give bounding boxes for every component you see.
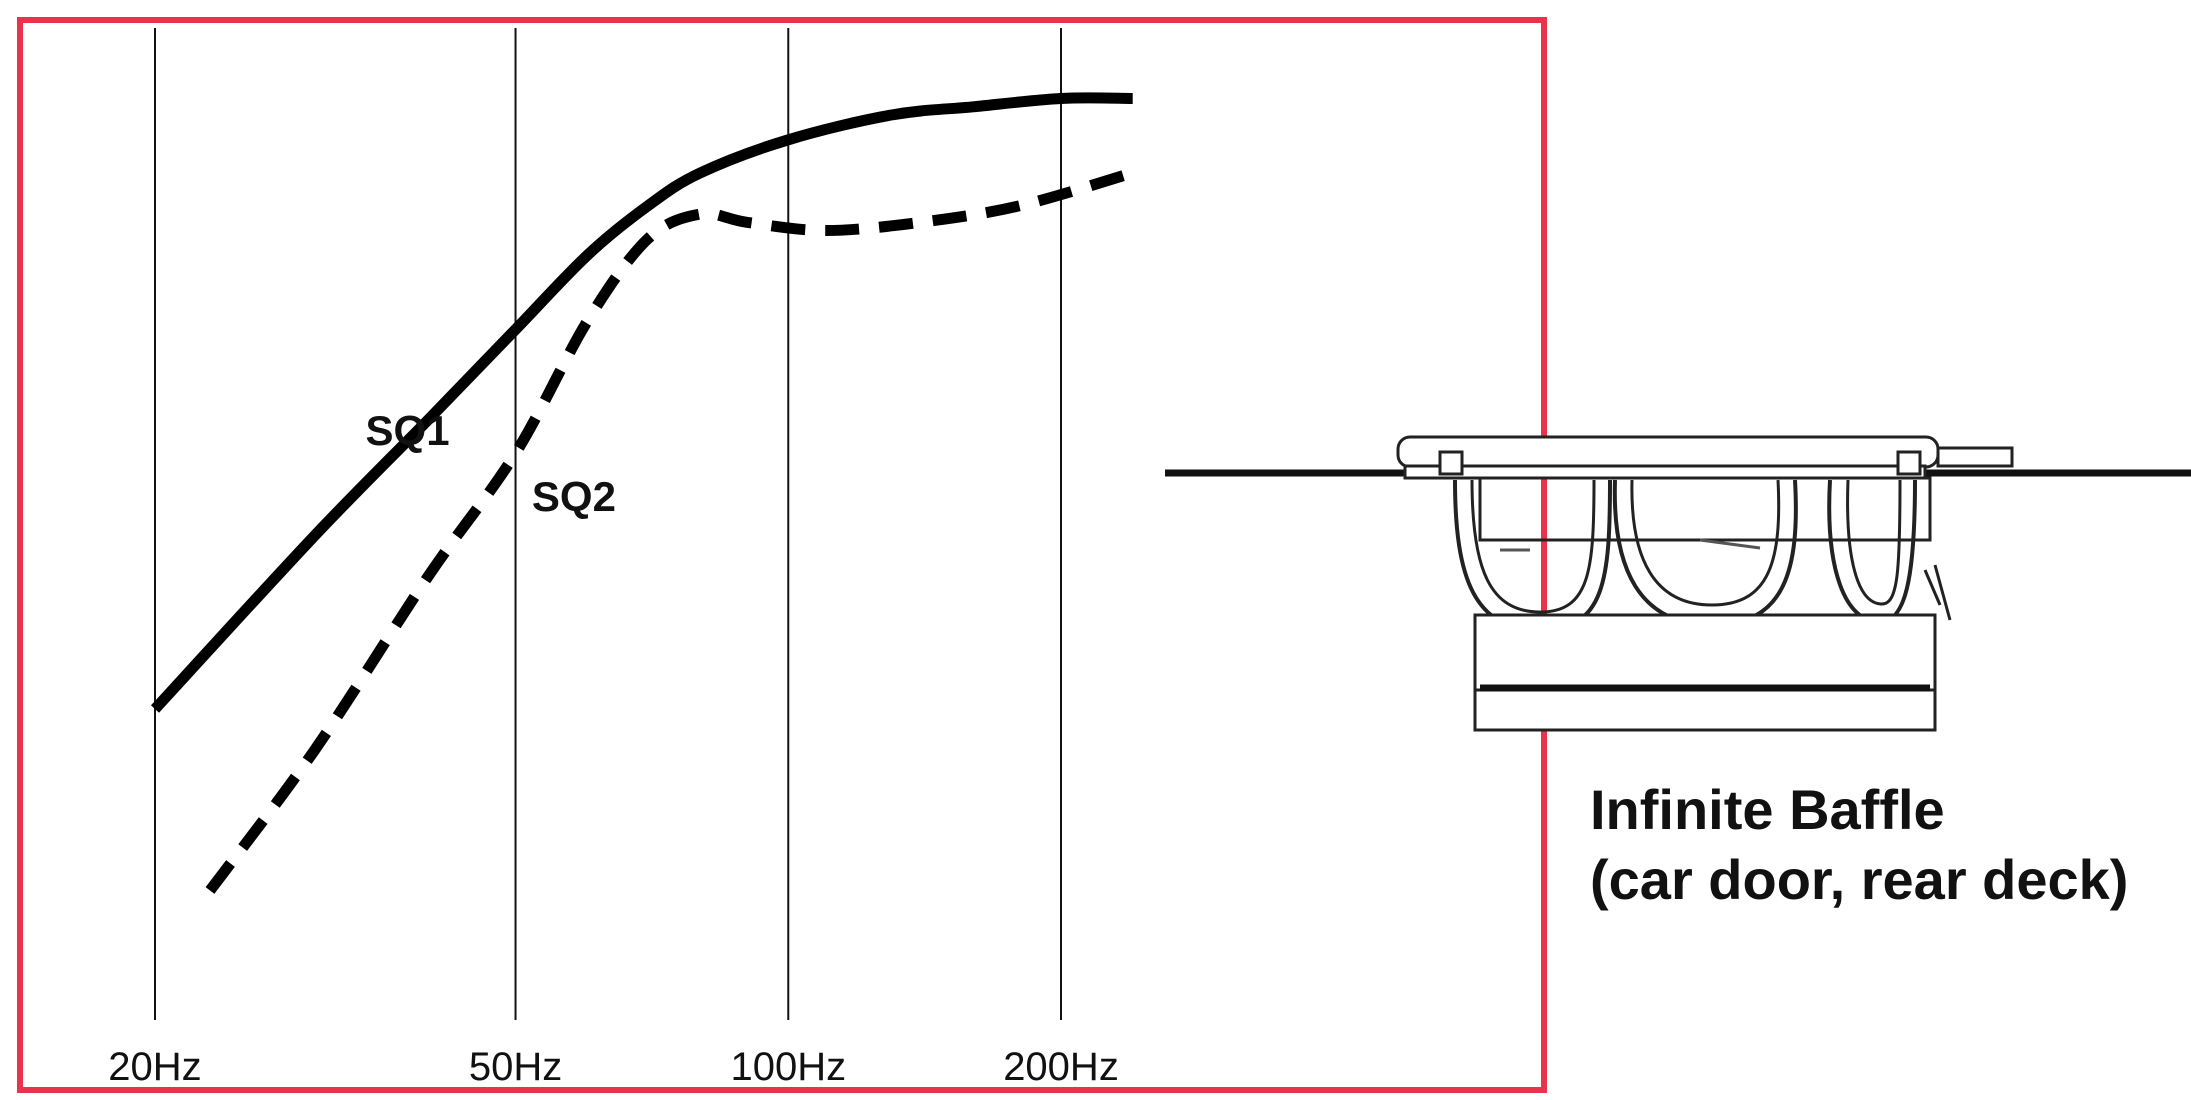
caption-line-2: (car door, rear deck)	[1590, 848, 2129, 911]
speaker-illustration	[1165, 435, 2191, 732]
screw-left	[1438, 450, 1464, 476]
basket-spoke-right-inner	[1846, 479, 1902, 606]
x-tick-label: 100Hz	[730, 1045, 846, 1089]
speaker-flange	[1396, 435, 1940, 469]
magnet-housing	[1473, 613, 1937, 692]
x-tick-label: 50Hz	[469, 1045, 562, 1089]
magnet-base	[1473, 688, 1937, 732]
series-label-sq2: SQ2	[532, 473, 616, 520]
caption: Infinite Baffle (car door, rear deck)	[1590, 775, 2128, 915]
plot-frame	[17, 17, 1547, 1093]
series-label-sq1: SQ1	[366, 407, 450, 454]
speaker-basket-top	[1430, 476, 1932, 542]
screw-right	[1896, 450, 1922, 476]
speaker-flange-tab	[1936, 446, 2014, 468]
series-line-sq2	[205, 167, 1135, 894]
cone-line	[1699, 538, 1761, 550]
caption-line-1: Infinite Baffle	[1590, 778, 1945, 841]
terminal-wire	[1923, 564, 1952, 621]
basket-spoke-left-inner	[1470, 479, 1596, 614]
labels: 20Hz 50Hz 100Hz 200Hz SQ1 SQ2	[108, 407, 1119, 1089]
x-tick-label: 200Hz	[1003, 1045, 1119, 1089]
speaker-gasket	[1403, 464, 1927, 480]
grid-lines	[154, 28, 1062, 1020]
series-lines	[150, 92, 1135, 894]
basket-spoke-center-inner	[1630, 479, 1781, 607]
series-line-sq1	[150, 92, 1133, 713]
x-tick-label: 20Hz	[108, 1045, 201, 1089]
